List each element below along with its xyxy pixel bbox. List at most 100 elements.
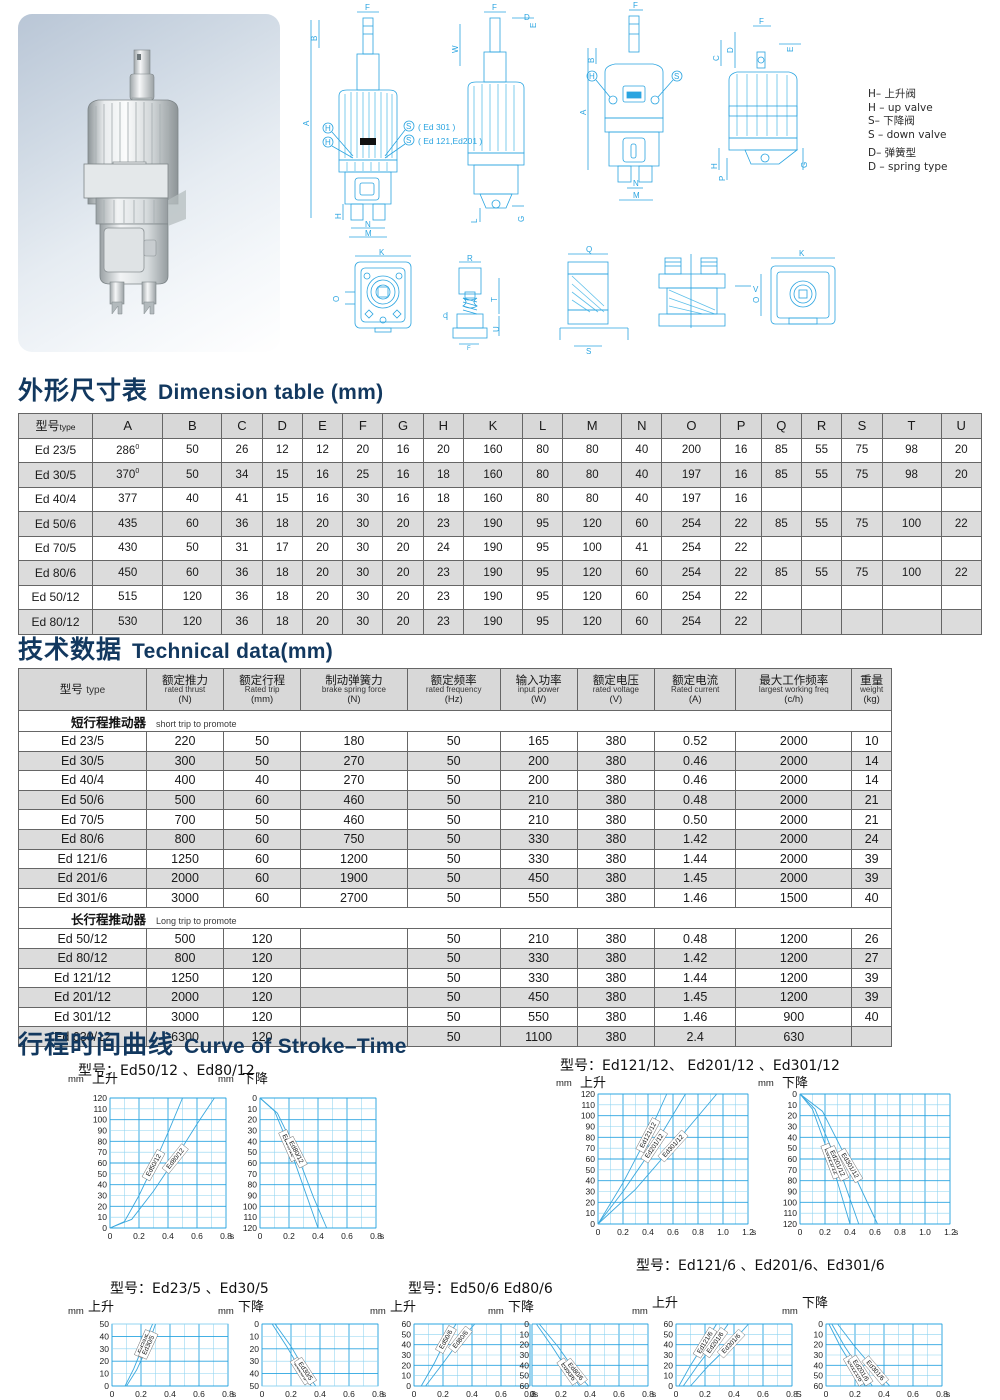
chart-x-tick: 0 [596,1227,601,1237]
dimension-cell: 530 [91,609,164,635]
chart-x-tick: 0 [412,1389,417,1399]
chart-x-tick: 0.8 [220,1231,232,1241]
dimension-cell: 50 [162,462,223,488]
technical-col-header-cn: 额定频率 [430,672,477,687]
technical-col-header-unit: (N) [347,693,361,705]
dimension-cell: 26 [221,437,263,463]
technical-cell: 630 [735,1026,853,1047]
technical-cell: 700 [145,809,225,830]
chart-x-tick: 0.2 [617,1227,629,1237]
dimension-cell [800,584,843,610]
technical-cell [300,1026,408,1047]
technical-table-head: 型号 type 额定推力 rated thrust (N) 额定行程 Rated trip… [18,668,892,711]
dimension-cell [940,584,982,610]
technical-cell: 40 [851,887,892,909]
chart-y-tick: 120 [581,1089,595,1099]
technical-cell: 1200 [300,848,408,870]
technical-cell: 2000 [735,750,853,772]
technical-cell: 380 [576,928,656,949]
chart-x-tick: 0.6 [869,1227,881,1237]
chart-series-line [799,1093,851,1225]
chart-direction-label: 上升 [92,1072,119,1087]
chart-y-unit: mm [556,1078,572,1089]
technical-cell: 39 [851,868,892,889]
chart-y-tick: 30 [100,1344,110,1354]
dimension-cell: 80 [562,462,623,488]
svg-text:U: U [492,326,501,332]
chart-x-tick: 0.4 [642,1227,654,1237]
dimension-cell: 24 [422,535,465,561]
curve-heading-cn: 行程时间曲线 [18,1030,175,1059]
chart-series-line [597,1093,686,1225]
dimension-cell [800,486,843,512]
chart-series-line [109,1097,215,1229]
chart-x-tick: 0.2 [819,1227,831,1237]
technical-cell: 380 [576,947,656,969]
chart-group-title-1: 型号：Ed50/12 、Ed80/12 [78,1063,255,1079]
technical-cell: 10 [851,731,892,752]
chart-x-tick: 0.6 [907,1389,919,1399]
dimension-cell: 95 [521,560,564,586]
technical-row-model: Ed 201/12 [18,987,147,1008]
chart-y-tick: 40 [520,1360,530,1370]
chart-x-tick: 0.8 [894,1227,906,1237]
dimension-cell: 31 [221,535,263,561]
chart-series-line [597,1093,718,1225]
svg-text:H: H [325,138,331,147]
dimension-cell: 20 [301,584,344,610]
technical-cell: 380 [576,750,656,772]
chart-y-tick: 60 [98,1158,108,1168]
svg-text:B: B [310,36,319,41]
technical-col-header-cn: 重量 [860,672,884,687]
technical-cell: 210 [499,809,578,830]
drawing-note-ed121-201: ( Ed 121,Ed201 ) [418,136,482,146]
chart-y-tick: 80 [586,1132,596,1142]
technical-col-header-cn: 输入功率 [515,672,562,687]
technical-row-model: Ed 121/12 [18,967,147,989]
table-row: Ed 201/6 2000 60 1900 50 450 380 1.45 2000 39 [18,868,892,889]
dimension-cell: 60 [162,560,223,586]
dimension-row-model: Ed 50/12 [18,584,93,610]
technical-cell: 550 [499,887,578,909]
technical-cell: 460 [300,809,408,830]
chart-x-tick: 0 [530,1389,535,1399]
dimension-cell: 23 [422,584,465,610]
dimension-cell: 40 [621,486,663,512]
technical-col-header-en: rated voltage [592,685,639,695]
curve-heading-en: Curve of Stroke–Time [184,1035,407,1058]
dimension-cell: 22 [720,535,762,561]
chart-y-tick: 80 [98,1136,108,1146]
technical-cell: 800 [145,947,225,969]
dimension-col-k: K [463,413,523,439]
chart-x-unit: s [534,1389,538,1399]
technical-cell: 60 [223,848,302,870]
dimension-cell: 85 [760,560,802,586]
dimension-drawings-svg: H H S S ( Ed 301 ) ( Ed 121,Ed201 ) A B [302,1,836,356]
chart-y-unit: mm [488,1306,504,1317]
technical-data-table: 型号 type 额定推力 rated thrust (N) 额定行程 Rated trip… [18,668,892,1047]
technical-cell: 1.46 [654,887,737,909]
chart-x-tick: 0.2 [849,1389,861,1399]
svg-text:F: F [759,17,764,26]
chart-group-title-2: 型号：Ed121/12、 Ed201/12 、Ed301/12 [560,1058,840,1074]
dimension-cell: 254 [661,511,722,537]
technical-cell: 50 [406,828,501,850]
dimension-cell: 197 [661,462,722,488]
dimension-cell: 95 [521,609,564,635]
chart-x-tick: 0.6 [495,1389,507,1399]
legend-line-h-cn: H– 上升阀 [868,88,916,100]
dimension-heading-cn: 外形尺寸表 [18,376,149,405]
technical-col-header-unit: (N) [178,693,192,705]
chart-y-tick: 30 [402,1350,412,1360]
chart-y-tick: 90 [248,1191,258,1201]
technical-cell: 330 [499,967,578,989]
technical-col-header: 输入功率 input power (W) [499,668,578,711]
technical-cell: 50 [406,750,501,772]
chart-y-tick: 50 [98,1169,108,1179]
technical-cell: 450 [499,987,578,1008]
technical-cell: 2000 [735,731,853,752]
chart-y-unit: mm [782,1306,798,1317]
dimension-cell: 55 [800,511,843,537]
technical-cell: 200 [499,750,578,772]
